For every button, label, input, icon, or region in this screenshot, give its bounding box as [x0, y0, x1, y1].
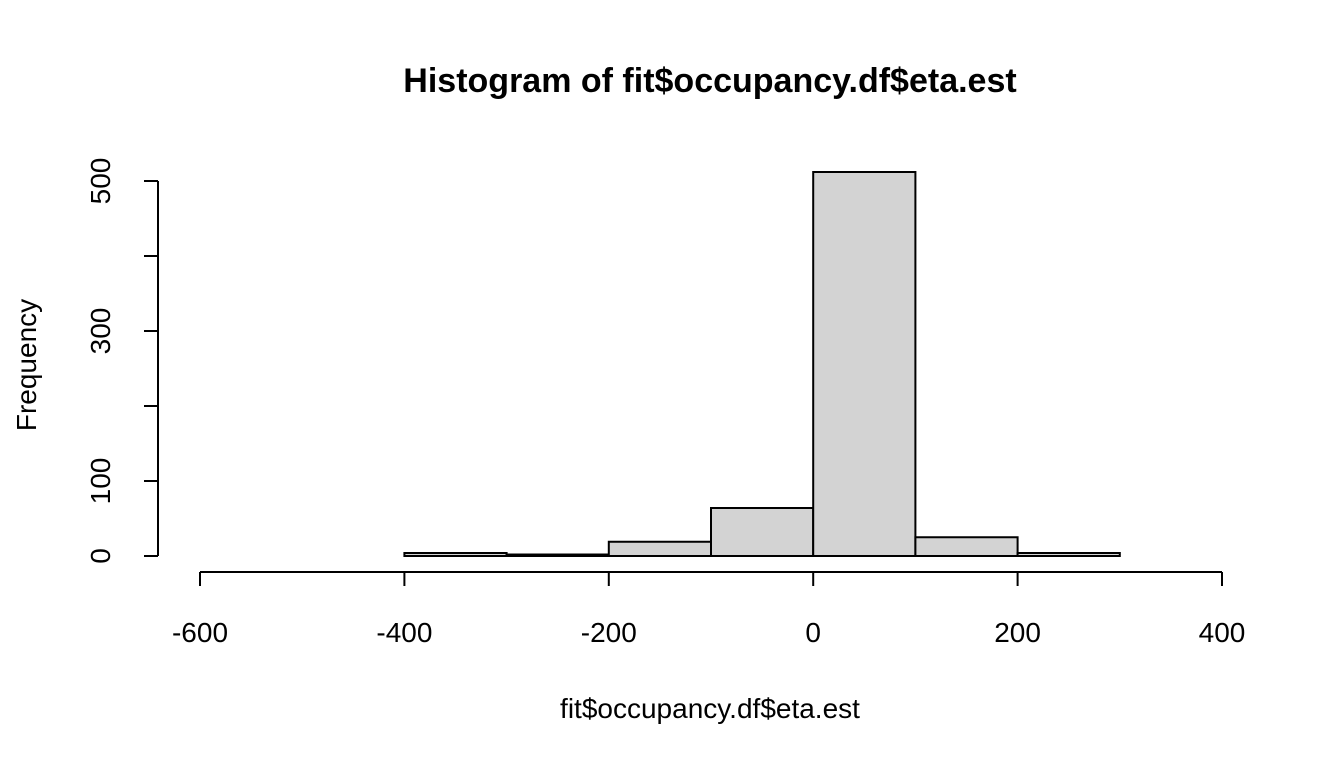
x-tick-label: 400 — [1199, 617, 1246, 648]
histogram-bar — [1016, 552, 1121, 557]
histogram-bars — [403, 171, 1121, 557]
histogram-bar — [710, 507, 815, 557]
histogram-bar — [607, 540, 712, 557]
histogram-bar — [403, 552, 508, 557]
x-axis-label: fit$occupancy.df$eta.est — [560, 693, 860, 724]
y-axis: 0 100 300 500 — [85, 158, 159, 564]
y-tick-label: 300 — [85, 308, 116, 355]
x-axis: -600 -400 -200 0 200 400 — [172, 571, 1246, 648]
x-tick-label: -400 — [376, 617, 432, 648]
x-tick-label: -600 — [172, 617, 228, 648]
y-tick-label: 500 — [85, 158, 116, 205]
x-tick-label: -200 — [581, 617, 637, 648]
histogram-bar — [914, 536, 1019, 557]
y-axis-label: Frequency — [11, 299, 42, 431]
chart-title: Histogram of fit$occupancy.df$eta.est — [403, 62, 1016, 100]
y-tick-label: 100 — [85, 458, 116, 505]
y-tick-label: 0 — [85, 548, 116, 564]
x-tick-label: 200 — [994, 617, 1041, 648]
x-tick-label: 0 — [805, 617, 821, 648]
histogram-bar — [505, 553, 610, 557]
histogram-bar — [812, 171, 917, 557]
